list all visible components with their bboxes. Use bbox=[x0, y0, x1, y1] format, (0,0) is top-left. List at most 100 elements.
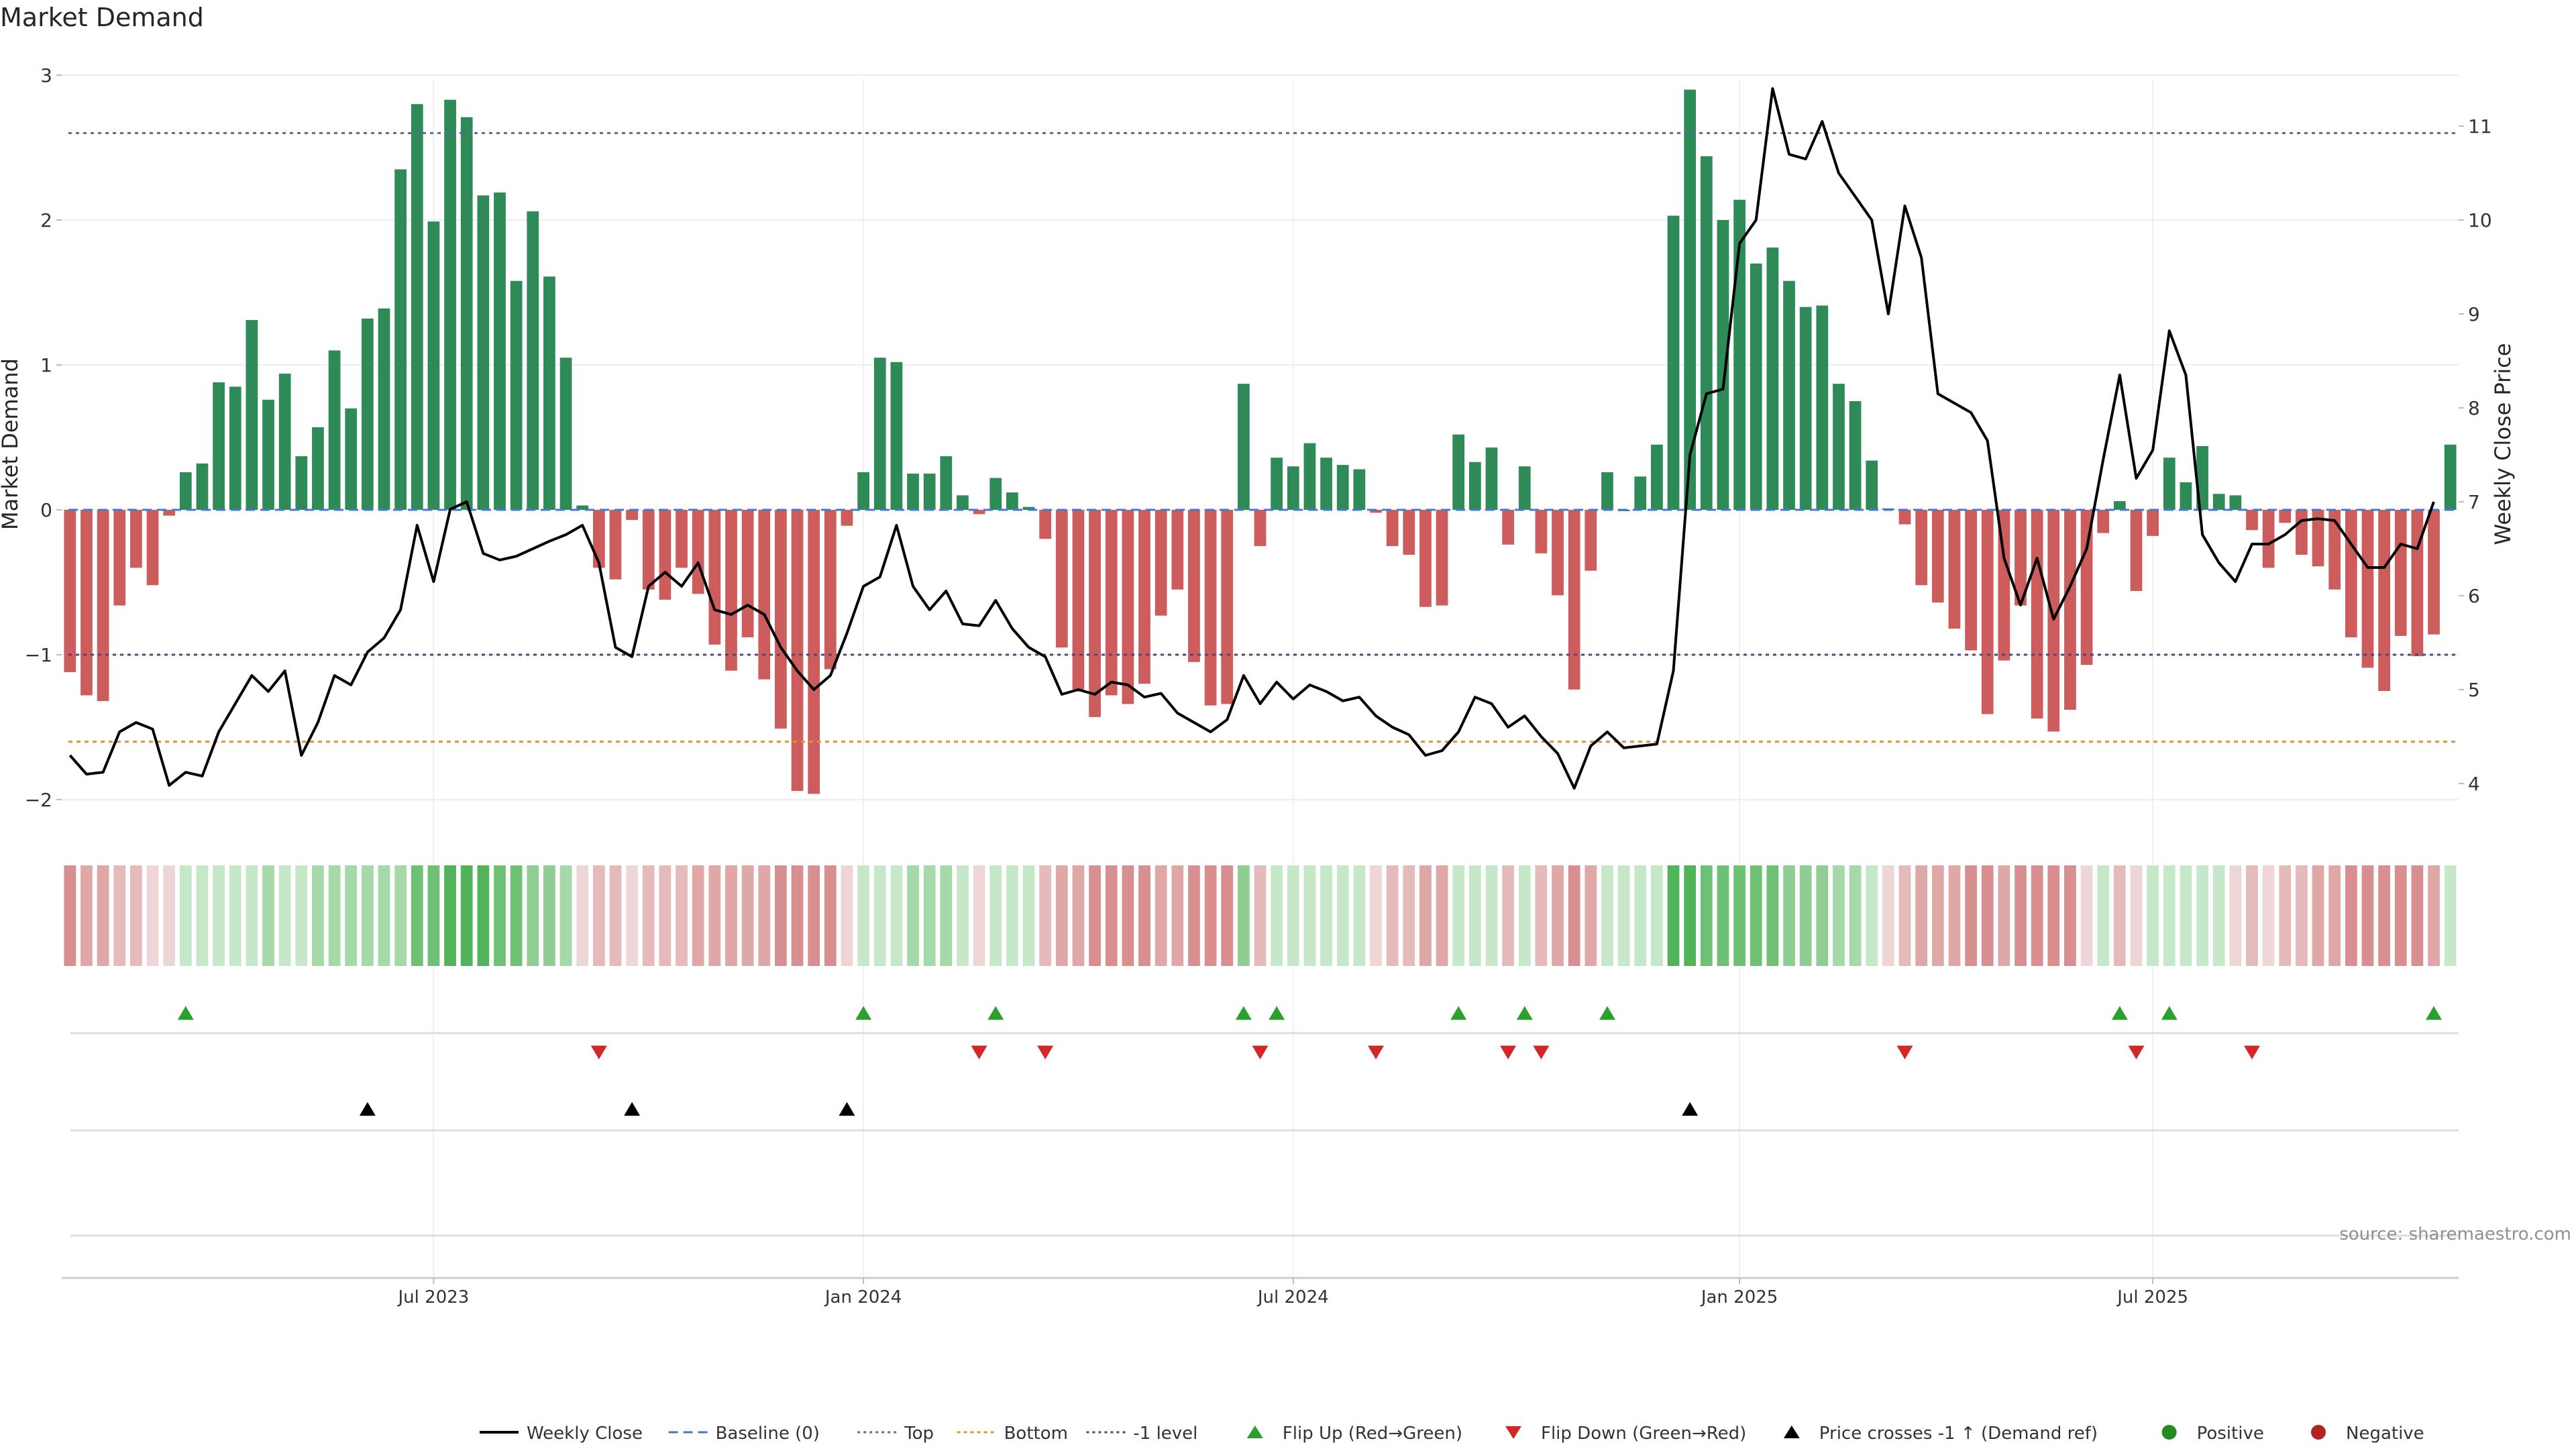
demand-bar bbox=[328, 350, 341, 510]
band-cell bbox=[1468, 865, 1481, 966]
demand-bar bbox=[2130, 510, 2143, 591]
demand-bar bbox=[1221, 510, 1234, 704]
demand-bar bbox=[1370, 510, 1382, 513]
band-cell bbox=[1105, 865, 1118, 966]
band-cell bbox=[328, 865, 341, 966]
demand-bar bbox=[1948, 510, 1961, 629]
band-cell bbox=[1171, 865, 1184, 966]
band-cell bbox=[824, 865, 837, 966]
demand-bar bbox=[262, 399, 274, 510]
demand-bar bbox=[2031, 510, 2043, 719]
band-cell bbox=[1237, 865, 1250, 966]
legend: Weekly Close Baseline (0) Top Bottom -1 leve… bbox=[480, 1424, 2424, 1444]
band-cell bbox=[2229, 865, 2242, 966]
demand-bar bbox=[1204, 510, 1217, 706]
demand-bar bbox=[2147, 510, 2159, 536]
x-axis: Jul 2023 Jan 2024 Jul 2024 Jan 2025 Jul 2025 bbox=[62, 1277, 2459, 1307]
demand-bar bbox=[1700, 156, 1713, 510]
band-cell bbox=[1320, 865, 1332, 966]
y-tick-label: −1 bbox=[25, 644, 52, 666]
demand-bar bbox=[460, 117, 473, 510]
demand-bar bbox=[1039, 510, 1052, 539]
flip-up-marker bbox=[1599, 1006, 1615, 1020]
legend-label-price-cross: Price crosses -1 ↑ (Demand ref) bbox=[1819, 1424, 2098, 1444]
demand-bar bbox=[2411, 510, 2424, 657]
demand-bar bbox=[2394, 510, 2407, 636]
demand-bar bbox=[1254, 510, 1267, 546]
band-cell bbox=[2361, 865, 2374, 966]
band-cell bbox=[1089, 865, 1101, 966]
demand-bar bbox=[2345, 510, 2357, 638]
demand-bar bbox=[2113, 501, 2126, 510]
demand-bar bbox=[543, 276, 555, 510]
band-cell bbox=[676, 865, 688, 966]
band-cell bbox=[427, 865, 440, 966]
y2-tick-label: 10 bbox=[2468, 209, 2492, 231]
y-tick-label: 1 bbox=[40, 354, 52, 376]
band-cell bbox=[1271, 865, 1283, 966]
band-cell bbox=[295, 865, 308, 966]
demand-bar bbox=[394, 169, 407, 510]
x-tick-label: Jul 2025 bbox=[2116, 1287, 2188, 1307]
band-cell bbox=[1436, 865, 1448, 966]
demand-bar bbox=[1783, 280, 1795, 510]
demand-bar bbox=[857, 472, 869, 510]
y2-tick-label: 8 bbox=[2468, 397, 2480, 419]
demand-bar bbox=[1138, 510, 1150, 684]
band-cell bbox=[411, 865, 423, 966]
price-line-group bbox=[68, 87, 2435, 790]
band-cell bbox=[1535, 865, 1548, 966]
demand-bar bbox=[1750, 263, 1762, 510]
demand-bar bbox=[1436, 510, 1448, 606]
band-cell bbox=[1485, 865, 1498, 966]
demand-bar bbox=[1022, 506, 1035, 510]
flip-down-marker bbox=[1500, 1045, 1517, 1060]
legend-flip-up-swatch bbox=[1246, 1426, 1263, 1438]
band-cell bbox=[659, 865, 672, 966]
demand-bar bbox=[775, 510, 787, 729]
demand-bars bbox=[64, 89, 2457, 794]
demand-bar bbox=[1188, 510, 1200, 662]
band-cell bbox=[2394, 865, 2407, 966]
band-cell bbox=[1452, 865, 1465, 966]
band-cell bbox=[345, 865, 358, 966]
flip-up-marker bbox=[1516, 1006, 1533, 1020]
flip-up-marker bbox=[1235, 1006, 1252, 1020]
band-cell bbox=[179, 865, 192, 966]
band-cell bbox=[1552, 865, 1564, 966]
demand-bar bbox=[1237, 384, 1250, 510]
band-cell bbox=[775, 865, 787, 966]
demand-bar bbox=[278, 373, 291, 510]
flip-down-marker bbox=[1896, 1045, 1913, 1060]
band-cell bbox=[2444, 865, 2457, 966]
band-cell bbox=[2113, 865, 2126, 966]
demand-bar bbox=[626, 510, 638, 521]
price-cross-marker bbox=[839, 1102, 855, 1116]
y-axis-title: Market Demand bbox=[0, 358, 23, 530]
band-cell bbox=[2328, 865, 2341, 966]
demand-bar bbox=[873, 358, 886, 510]
band-cell bbox=[146, 865, 159, 966]
band-cell bbox=[692, 865, 704, 966]
demand-bar bbox=[527, 211, 539, 510]
band-cell bbox=[1287, 865, 1299, 966]
demand-bar bbox=[2361, 510, 2374, 668]
band-cell bbox=[741, 865, 754, 966]
band-cell bbox=[460, 865, 473, 966]
demand-bar bbox=[510, 280, 523, 510]
band-cell bbox=[642, 865, 655, 966]
demand-bar bbox=[411, 104, 423, 510]
demand-bar bbox=[2296, 510, 2308, 555]
band-cell bbox=[2411, 865, 2424, 966]
demand-bar bbox=[642, 510, 655, 590]
demand-bar bbox=[1981, 510, 1994, 714]
demand-bar bbox=[1155, 510, 1167, 616]
demand-bar bbox=[80, 510, 93, 696]
legend-label-weekly-close: Weekly Close bbox=[527, 1424, 643, 1444]
demand-bar bbox=[1651, 444, 1663, 510]
band-cell bbox=[1303, 865, 1316, 966]
demand-bar bbox=[1006, 492, 1018, 510]
band-cell bbox=[857, 865, 869, 966]
demand-bar bbox=[1634, 476, 1647, 510]
band-cell bbox=[1634, 865, 1647, 966]
